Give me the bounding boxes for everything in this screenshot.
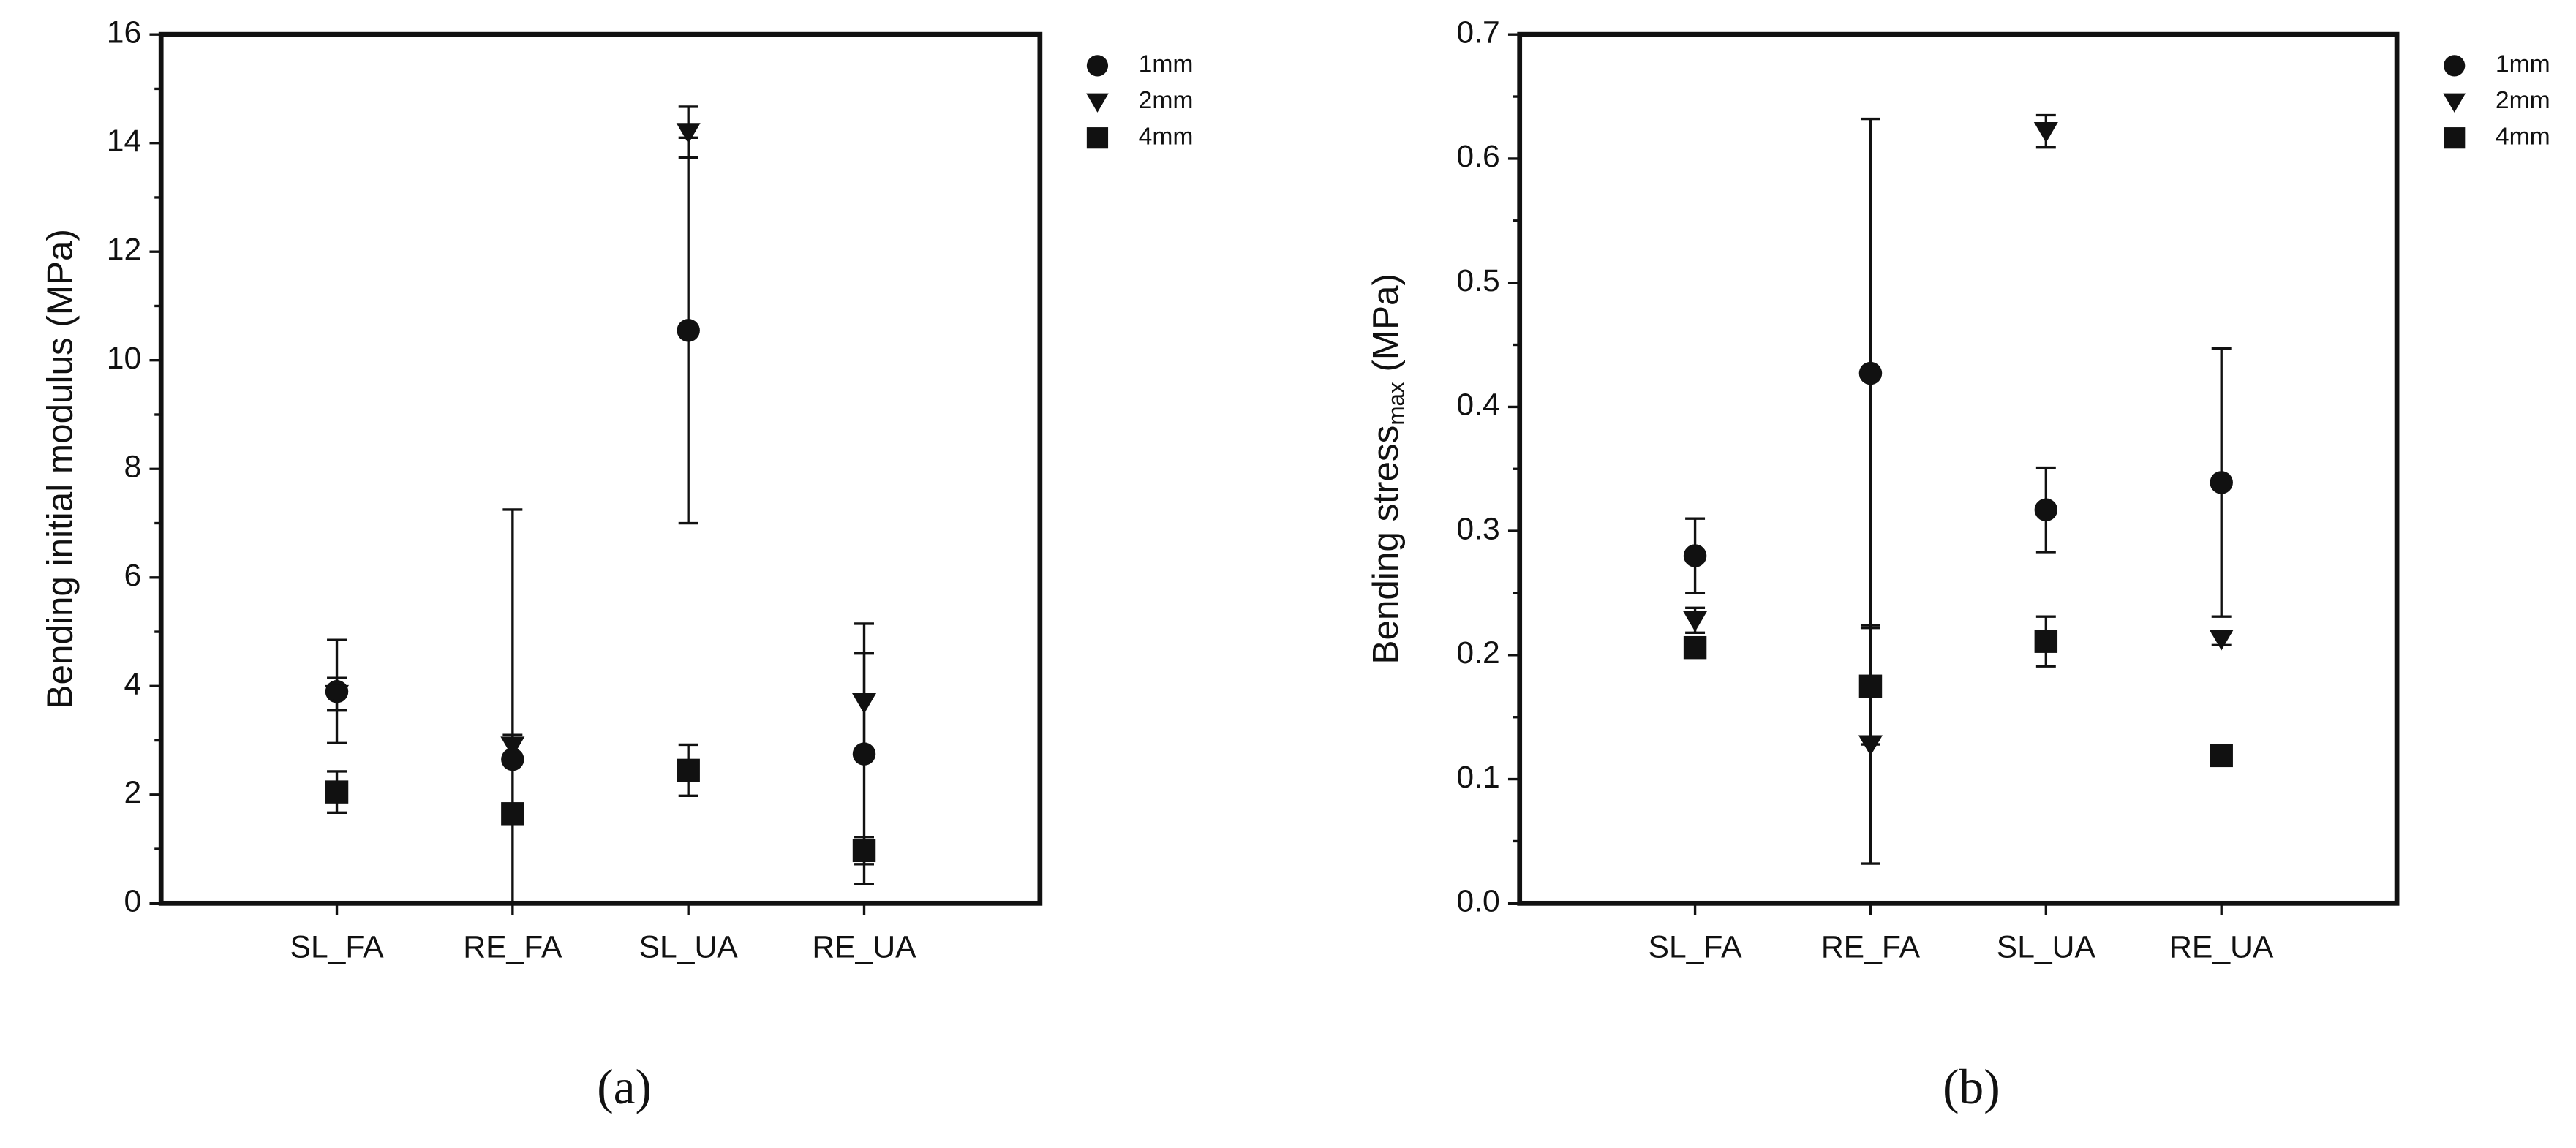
legend-label: 2mm — [1139, 87, 1194, 114]
legend-label: 1mm — [1139, 51, 1194, 78]
x-tick-label: RE_UA — [812, 929, 916, 964]
y-axis-label-part: (MPa) — [1366, 273, 1406, 382]
y-tick-label: 0.5 — [1456, 263, 1499, 298]
legend-label: 4mm — [2496, 124, 2550, 151]
data-layer — [1683, 113, 2234, 865]
y-tick-label: 0.3 — [1456, 511, 1499, 546]
legend-marker — [2444, 55, 2466, 77]
x-tick-label: SL_UA — [639, 929, 739, 964]
y-tick-label: 12 — [107, 232, 141, 267]
data-point — [1858, 735, 1883, 756]
y-tick-label: 0.2 — [1456, 635, 1499, 671]
data-point — [852, 742, 876, 766]
chart-panel: 0 2 4 6 8 10 12 14 16 SL_FA RE_FA SL_UA RE_UA Bending… — [39, 15, 1193, 1114]
y-tick-label: 0.6 — [1456, 139, 1499, 174]
x-tick-label: RE_UA — [2169, 929, 2274, 964]
plot-frame — [1517, 31, 2400, 906]
data-point — [2210, 471, 2233, 494]
x-tick-label: SL_UA — [1997, 929, 2096, 964]
chart-panel: 0.0 0.1 0.2 0.3 0.4 0.5 0.6 0.7 SL_FA RE_FA SL_UA R… — [1366, 15, 2550, 1114]
data-point — [2210, 744, 2233, 768]
data-point — [677, 758, 700, 782]
data-point — [500, 736, 525, 758]
legend-label: 1mm — [2496, 51, 2550, 78]
y-tick-label: 0.7 — [1456, 15, 1499, 50]
data-point — [2033, 121, 2058, 143]
legend-marker — [1086, 93, 1109, 113]
data-point — [1683, 544, 1707, 567]
data-point — [325, 780, 349, 804]
x-tick-label: RE_FA — [463, 929, 562, 964]
data-point — [2034, 630, 2058, 653]
data-point — [2209, 630, 2234, 651]
data-point — [325, 684, 350, 706]
data-layer — [325, 105, 877, 904]
panel-caption: (b) — [1943, 1060, 2000, 1114]
y-tick-label: 0.0 — [1456, 884, 1499, 919]
y-axis-label-part: max — [1384, 382, 1409, 426]
data-point — [1858, 674, 1883, 698]
y-tick-label: 16 — [107, 15, 141, 50]
y-tick-label: 0.1 — [1456, 760, 1499, 795]
y-axis-label-part: Bending stress — [1366, 426, 1406, 665]
legend-marker — [2444, 127, 2466, 149]
y-axis-label: Bending initial modulus (MPa) — [39, 229, 80, 709]
data-point — [852, 692, 877, 714]
data-point — [501, 802, 524, 826]
y-tick-label: 0 — [124, 884, 142, 919]
x-tick-label: SL_FA — [290, 929, 384, 964]
y-tick-label: 10 — [107, 341, 141, 376]
y-axis-label-part: Bending initial modulus (MPa) — [39, 229, 80, 709]
y-tick-label: 0.4 — [1456, 388, 1499, 423]
y-tick-label: 8 — [124, 450, 142, 485]
y-axis-label: Bending stressmax (MPa) — [1366, 273, 1409, 664]
data-point — [852, 839, 876, 863]
y-tick-label: 4 — [124, 667, 142, 702]
y-tick-label: 6 — [124, 558, 142, 593]
data-point — [1683, 611, 1708, 632]
legend-marker — [1086, 55, 1109, 77]
data-point — [2034, 498, 2058, 521]
x-tick-label: SL_FA — [1649, 929, 1743, 964]
legend-label: 2mm — [2496, 87, 2550, 114]
y-tick-label: 14 — [107, 124, 141, 159]
legend-label: 4mm — [1139, 124, 1194, 151]
y-tick-label: 2 — [124, 775, 142, 810]
x-tick-label: RE_FA — [1821, 929, 1921, 964]
panel-caption: (a) — [597, 1060, 652, 1114]
legend-marker — [1086, 127, 1109, 149]
legend-marker — [2443, 93, 2466, 113]
data-point — [676, 123, 701, 144]
data-point — [1683, 635, 1707, 660]
data-point — [1858, 361, 1883, 385]
data-point — [677, 319, 700, 342]
data-point — [501, 747, 524, 771]
plot-frame — [158, 31, 1043, 906]
